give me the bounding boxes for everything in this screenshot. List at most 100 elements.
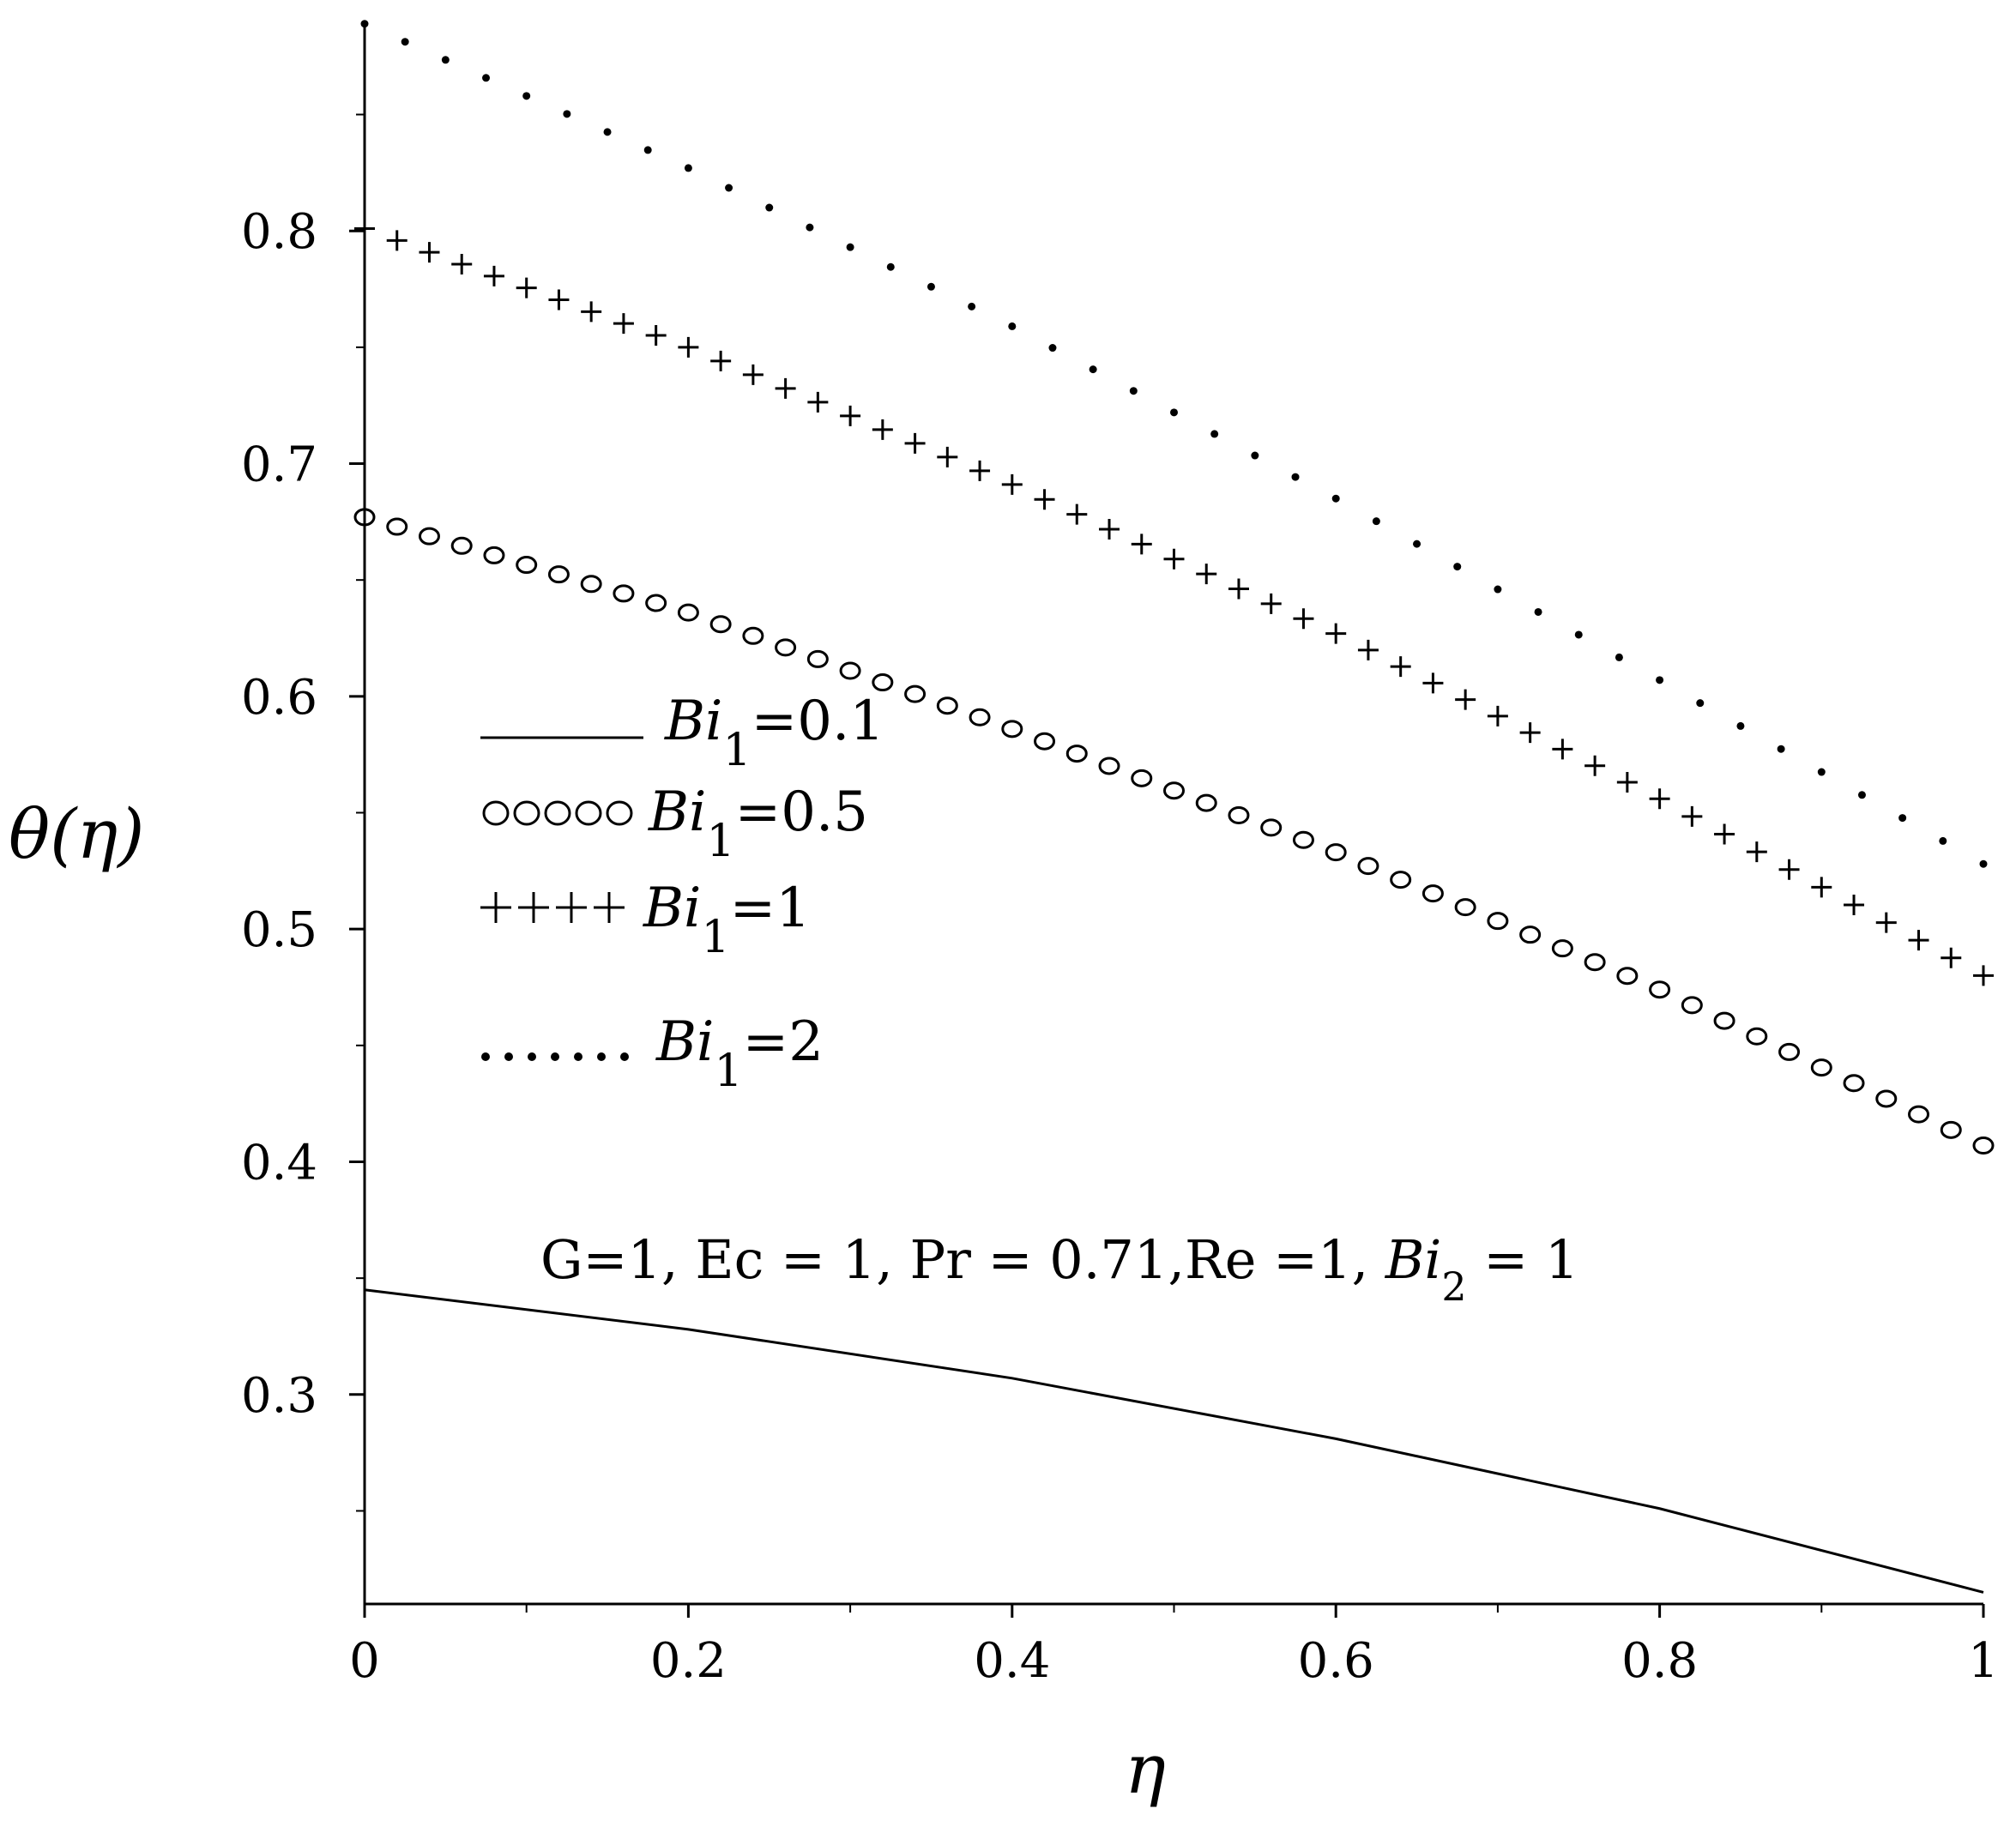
data-point (1421, 884, 1444, 903)
ticks: 0 0.2 0.4 0.6 0.8 1 0.3 0.4 0.5 0.6 0.7 0.8 (241, 113, 1999, 1689)
data-point (1293, 608, 1314, 630)
data-point (886, 262, 895, 271)
data-point (1260, 818, 1283, 837)
data-point (968, 302, 976, 311)
legend-item: Bi1=2 (481, 1010, 824, 1097)
data-point (1574, 630, 1583, 639)
x-tick-label: 0.2 (650, 1633, 727, 1689)
legend-marker-plus (594, 892, 625, 923)
data-point (516, 277, 537, 298)
data-point (1649, 788, 1670, 810)
data-point (1941, 947, 1962, 968)
data-point (1196, 564, 1217, 585)
data-point (1357, 857, 1379, 876)
x-tick-label: 0.8 (1621, 1633, 1698, 1689)
data-point (1001, 720, 1023, 739)
series-solid (364, 1288, 1984, 1594)
data-point (483, 546, 505, 564)
data-point (684, 164, 692, 172)
data-point (1372, 517, 1380, 526)
data-point (418, 527, 440, 546)
data-point (613, 313, 634, 335)
data-point (1454, 898, 1476, 917)
data-point (386, 230, 407, 251)
data-point (1251, 451, 1259, 460)
data-point (1163, 548, 1185, 570)
data-point (1228, 805, 1250, 824)
data-point (1778, 1042, 1801, 1061)
data-point (1494, 585, 1502, 594)
data-point (1973, 965, 1994, 986)
legend-marker-dot (597, 1052, 606, 1061)
data-point (1453, 563, 1462, 571)
legend-label: Bi1=0.5 (648, 781, 868, 867)
data-point (386, 517, 408, 536)
data-point (1291, 473, 1300, 481)
data-point (482, 74, 491, 82)
data-point (1875, 912, 1897, 933)
data-point (613, 584, 635, 603)
y-tick-label: 0.8 (241, 204, 317, 260)
data-point (645, 594, 667, 612)
data-point (1066, 503, 1088, 525)
data-point (516, 556, 538, 575)
data-point (1519, 926, 1542, 944)
data-point (1210, 430, 1219, 438)
data-point (353, 508, 376, 527)
data-point (1584, 953, 1606, 972)
data-point (1584, 755, 1606, 776)
data-point (1089, 365, 1097, 374)
data-point (1843, 1074, 1865, 1093)
data-point (1455, 689, 1476, 710)
legend-marker-circle (513, 800, 540, 826)
data-point (548, 289, 570, 311)
data-point (643, 146, 652, 154)
data-point (580, 575, 602, 594)
data-point (1844, 894, 1865, 915)
data-point (969, 460, 991, 481)
data-point (1048, 344, 1057, 353)
data-point (1065, 745, 1088, 763)
data-point (1163, 781, 1185, 800)
data-point (775, 377, 796, 399)
data-point (1875, 1089, 1898, 1108)
data-point (1170, 408, 1178, 417)
data-point (1898, 814, 1907, 823)
data-point (775, 638, 797, 657)
data-point (1817, 768, 1826, 776)
data-point (1034, 732, 1056, 751)
data-point (1656, 676, 1664, 684)
data-point (904, 432, 926, 454)
legend-marker-dot (574, 1052, 582, 1061)
data-point (419, 242, 440, 263)
data-point (1979, 859, 1988, 868)
y-tick-label: 0.3 (241, 1368, 317, 1424)
data-point (1778, 859, 1800, 880)
data-point (806, 649, 829, 668)
data-point (678, 336, 699, 358)
data-point (1616, 771, 1638, 793)
data-point (1649, 980, 1671, 999)
legend-label: Bi1=1 (643, 877, 811, 963)
data-point (1099, 519, 1120, 540)
data-point (1325, 623, 1347, 644)
series-plus (354, 218, 1994, 986)
data-point (1098, 757, 1120, 775)
series-circles (353, 508, 1995, 1155)
data-point (563, 110, 571, 118)
data-point (1939, 836, 1947, 845)
data-point (725, 184, 733, 192)
data-point (1615, 653, 1623, 661)
data-point (1746, 841, 1767, 863)
legend-marker-dot (481, 1052, 490, 1061)
legend-marker-circle (606, 800, 633, 826)
data-point (1714, 823, 1735, 845)
y-axis-title: θ(η) (9, 794, 145, 874)
data-point (1811, 877, 1832, 898)
data-point (1129, 387, 1138, 395)
data-point (927, 282, 935, 291)
legend-marker-plus (556, 892, 587, 923)
data-point (1908, 930, 1929, 951)
legend-marker-circle (575, 800, 602, 826)
